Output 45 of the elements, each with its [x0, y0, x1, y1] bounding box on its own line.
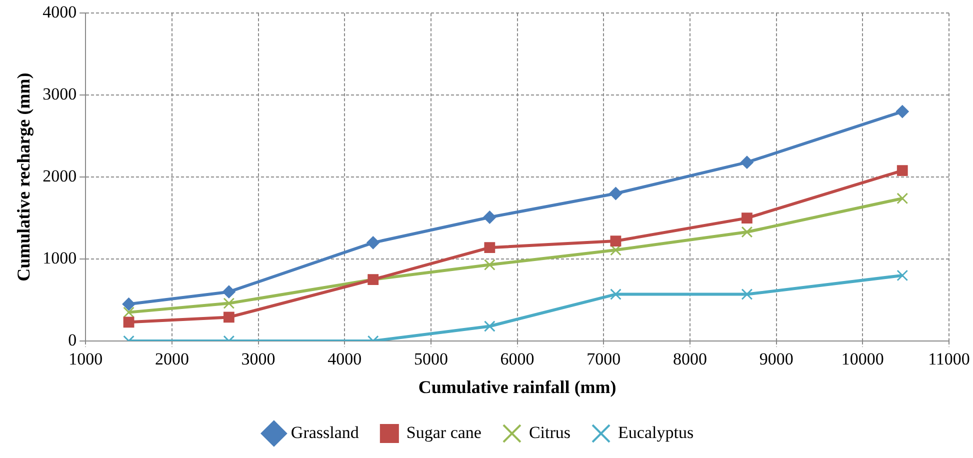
point — [122, 298, 136, 311]
x-tick-label: 7000 — [586, 350, 621, 369]
x-tick-label: 11000 — [928, 350, 970, 369]
x-tick-label: 10000 — [841, 350, 884, 369]
point — [741, 288, 753, 300]
point — [366, 236, 380, 250]
point — [484, 320, 496, 332]
point — [610, 244, 622, 256]
point — [483, 210, 496, 224]
point — [484, 259, 496, 270]
x-tick-label: 2000 — [154, 350, 189, 369]
point — [484, 242, 496, 254]
legend-label: Eucalyptus — [618, 422, 694, 442]
x-tick-label: 5000 — [414, 350, 448, 369]
point — [896, 270, 908, 282]
y-tick-label: 3000 — [42, 84, 77, 104]
point — [123, 316, 134, 328]
y-tick-label: 2000 — [42, 166, 77, 186]
x-tick-label: 4000 — [328, 350, 362, 369]
legend-label: Sugar cane — [406, 422, 482, 442]
x-tick-label: 8000 — [672, 350, 707, 369]
legend-label: Grassland — [290, 422, 360, 442]
point — [610, 288, 622, 300]
x-axis-title: Cumulative rainfall (mm) — [418, 376, 616, 397]
y-tick-label: 1000 — [42, 248, 77, 268]
point — [610, 236, 622, 246]
point — [740, 156, 754, 169]
point — [222, 285, 236, 298]
point — [741, 226, 753, 238]
point — [609, 186, 622, 200]
point — [896, 165, 908, 176]
y-tick-label: 4000 — [42, 2, 77, 22]
x-tick-label: 1000 — [68, 350, 103, 369]
x-tick-label: 9000 — [759, 350, 794, 369]
x-tick-label: 3000 — [241, 350, 276, 369]
point — [223, 312, 234, 323]
point — [896, 105, 909, 118]
point — [123, 306, 134, 318]
y-tick-label: 0 — [68, 330, 77, 350]
y-axis-title: Cumulative recharge (mm) — [13, 72, 34, 282]
point — [896, 192, 908, 204]
x-tick-label: 6000 — [500, 350, 534, 369]
legend-label: Citrus — [528, 422, 571, 442]
point — [223, 298, 235, 310]
point — [742, 212, 752, 224]
